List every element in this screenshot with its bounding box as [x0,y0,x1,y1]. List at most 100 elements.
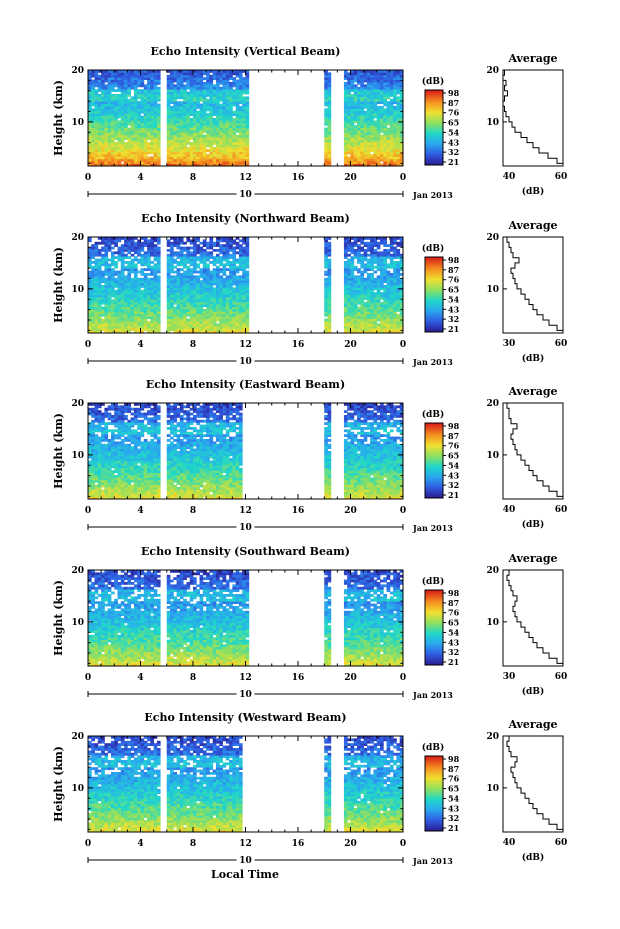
heatmap-cell [189,241,194,245]
heatmap-cell [225,137,230,140]
heatmap-cell [238,275,243,279]
heatmap-cell [137,149,141,152]
heatmap-cell [150,289,155,293]
heatmap-cell [202,82,207,85]
heatmap-cell [88,149,92,152]
heatmap-cell [137,72,141,76]
heatmap-cell [206,270,210,274]
heatmap-cell [130,106,135,109]
heatmap-cell [360,309,365,312]
heatmap-cell [206,101,210,104]
heatmap-cell [222,163,227,167]
heatmap-cell [101,98,105,102]
heatmap-cell [94,273,99,276]
heatmap-cell [324,82,328,85]
heatmap-cell [173,251,177,255]
heatmap-cell [170,244,174,247]
heatmap-cell [107,70,112,73]
heatmap-cell [360,120,365,124]
heatmap-cell [219,79,223,83]
heatmap-cell [133,77,138,80]
heatmap-cell [350,101,355,104]
heatmap-cell [147,98,151,102]
heatmap-cell [143,253,148,257]
heatmap-cell [396,89,401,92]
heatmap-cell [238,156,243,160]
heatmap-cell [193,280,197,283]
heatmap-cell [156,82,161,85]
heatmap-cell [229,98,233,102]
heatmap-cell [193,127,197,131]
heatmap-cell [202,158,207,162]
heatmap-cell [124,289,128,293]
heatmap-cell [88,309,92,312]
heatmap-cell [229,82,233,85]
heatmap-cell [110,253,115,257]
heatmap-cell [199,270,204,274]
heatmap-cell [124,304,128,307]
heatmap-cell [353,156,358,160]
heatmap-cell [242,282,246,286]
heatmap-cell [363,244,368,247]
heatmap-cell [143,244,148,247]
heatmap-cell [114,330,118,334]
heatmap-cell [104,237,109,240]
heatmap-cell [366,139,371,143]
heatmap-cell [104,110,109,114]
heatmap-cell [327,270,332,274]
heatmap-cell [101,239,105,243]
heatmap-cell [396,163,401,167]
heatmap-cell [114,304,118,307]
heatmap-cell [133,270,138,274]
heatmap-cell [193,263,197,267]
heatmap-cell [350,94,355,97]
heatmap-cell [373,265,378,269]
heatmap-cell [206,149,210,152]
heatmap-cell [147,142,151,145]
heatmap-cell [114,125,118,128]
heatmap-cell [383,91,387,95]
heatmap-cell [215,142,220,145]
heatmap-cell [396,144,401,148]
heatmap-cell [357,125,361,128]
heatmap-cell [110,103,115,107]
heatmap-cell [327,120,332,124]
heatmap-cell [343,146,348,150]
heatmap-cell [225,297,230,300]
heatmap-cell [186,330,191,334]
heatmap-cell [127,106,132,109]
heatmap-cell [399,91,404,95]
heatmap-cell [350,318,355,322]
heatmap-cell [347,86,351,90]
heatmap-cell [143,94,148,97]
heatmap-cell [360,328,365,331]
heatmap-cell [235,325,240,329]
heatmap-cell [229,316,233,319]
heatmap-cell [238,306,243,310]
heatmap-cell [222,311,227,315]
heatmap-cell [117,321,122,324]
heatmap-cell [380,321,384,324]
heatmap-cell [179,89,184,92]
heatmap-cell [183,249,187,252]
heatmap-cell [370,139,374,143]
heatmap-cell [91,127,95,131]
heatmap-cell [101,261,105,264]
heatmap-cell [97,132,102,136]
heatmap-cell [130,96,135,100]
heatmap-cell [137,122,141,126]
heatmap-cell [360,122,365,126]
heatmap-cell [88,118,92,121]
heatmap-cell [206,275,210,279]
heatmap-cell [153,163,158,167]
heatmap-cell [173,118,177,121]
heatmap-cell [133,120,138,124]
heatmap-cell [373,318,378,322]
heatmap-cell [156,282,161,286]
heatmap-cell [232,101,237,104]
heatmap-cell [386,146,391,150]
heatmap-cell [327,151,332,155]
heatmap-cell [176,253,181,257]
heatmap-cell [91,273,95,276]
heatmap-cell [222,263,227,267]
